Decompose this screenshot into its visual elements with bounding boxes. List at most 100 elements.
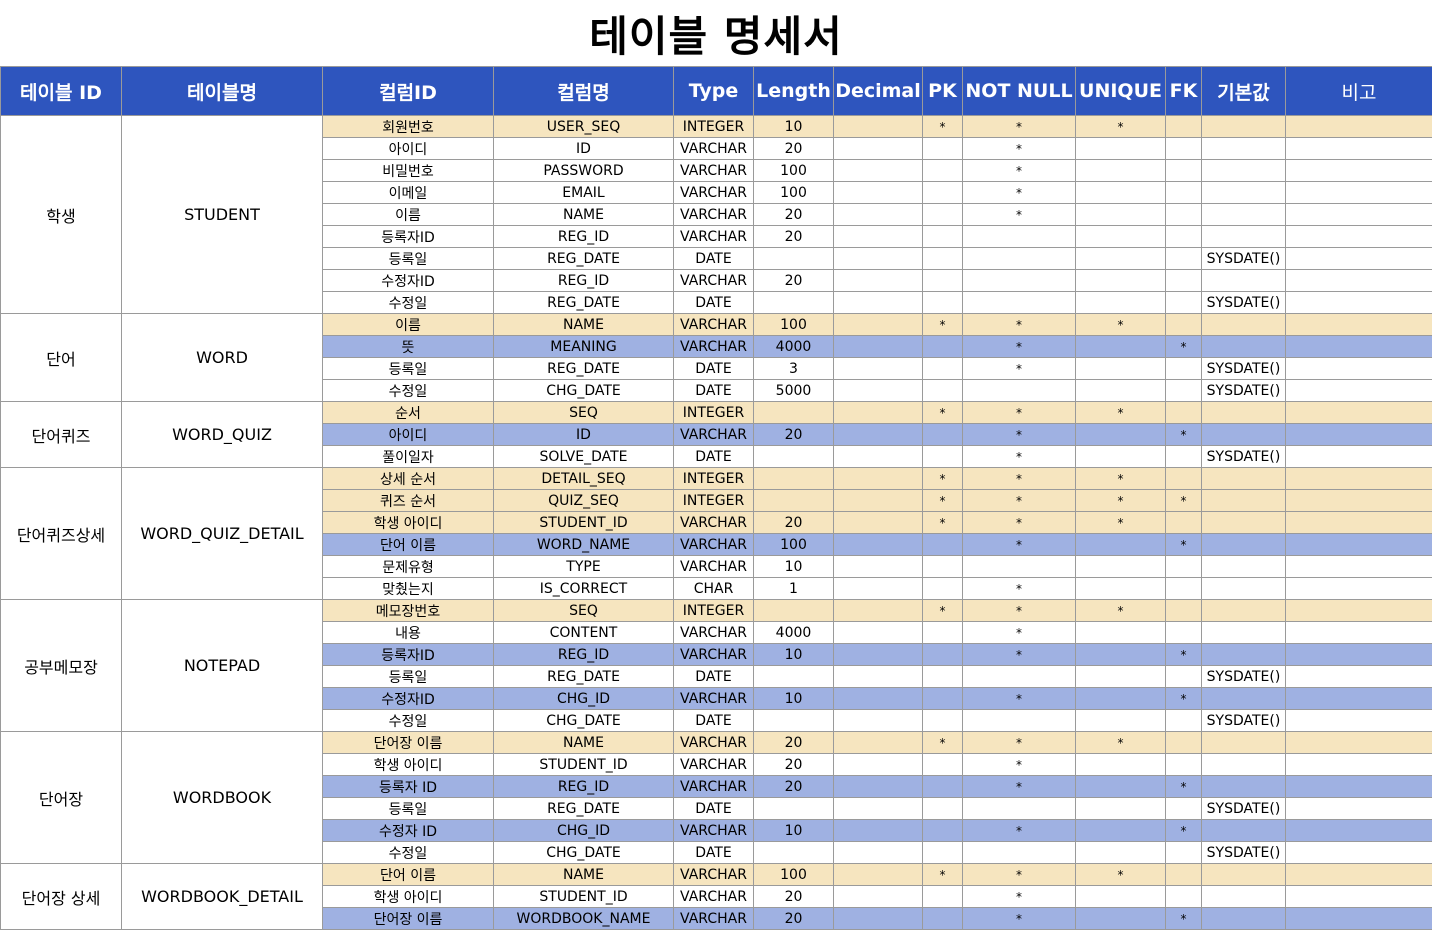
fk-cell: * bbox=[1166, 908, 1202, 930]
type-cell: INTEGER bbox=[674, 490, 754, 512]
unique-cell bbox=[1076, 644, 1166, 666]
decimal-cell bbox=[834, 314, 923, 336]
unique-cell: * bbox=[1076, 864, 1166, 886]
type-cell: VARCHAR bbox=[674, 512, 754, 534]
length-cell bbox=[754, 292, 834, 314]
decimal-cell bbox=[834, 842, 923, 864]
column-name-cell: USER_SEQ bbox=[494, 116, 674, 138]
default-cell bbox=[1202, 622, 1286, 644]
header-note: 비고 bbox=[1286, 67, 1432, 116]
column-name-cell: CHG_DATE bbox=[494, 710, 674, 732]
default-cell bbox=[1202, 512, 1286, 534]
pk-cell bbox=[923, 248, 963, 270]
type-cell: VARCHAR bbox=[674, 534, 754, 556]
default-cell: SYSDATE() bbox=[1202, 666, 1286, 688]
column-id-cell: 풀이일자 bbox=[323, 446, 494, 468]
decimal-cell bbox=[834, 864, 923, 886]
not-null-cell: * bbox=[963, 336, 1076, 358]
column-name-cell: IS_CORRECT bbox=[494, 578, 674, 600]
header-decimal: Decimal bbox=[834, 67, 923, 116]
note-cell bbox=[1286, 688, 1432, 710]
column-id-cell: 수정자 ID bbox=[323, 820, 494, 842]
unique-cell bbox=[1076, 820, 1166, 842]
fk-cell bbox=[1166, 842, 1202, 864]
unique-cell bbox=[1076, 248, 1166, 270]
type-cell: DATE bbox=[674, 710, 754, 732]
type-cell: DATE bbox=[674, 446, 754, 468]
default-cell: SYSDATE() bbox=[1202, 380, 1286, 402]
not-null-cell: * bbox=[963, 160, 1076, 182]
type-cell: VARCHAR bbox=[674, 182, 754, 204]
not-null-cell: * bbox=[963, 512, 1076, 534]
header-default: 기본값 bbox=[1202, 67, 1286, 116]
column-name-cell: STUDENT_ID bbox=[494, 886, 674, 908]
pk-cell: * bbox=[923, 732, 963, 754]
type-cell: DATE bbox=[674, 842, 754, 864]
table-id-cell: 공부메모장 bbox=[1, 600, 122, 732]
length-cell: 4000 bbox=[754, 622, 834, 644]
fk-cell bbox=[1166, 116, 1202, 138]
header-column-name: 컬럼명 bbox=[494, 67, 674, 116]
length-cell: 100 bbox=[754, 864, 834, 886]
table-name-cell: NOTEPAD bbox=[122, 600, 323, 732]
column-name-cell: NAME bbox=[494, 864, 674, 886]
default-cell bbox=[1202, 556, 1286, 578]
length-cell bbox=[754, 468, 834, 490]
length-cell: 100 bbox=[754, 314, 834, 336]
pk-cell bbox=[923, 204, 963, 226]
column-id-cell: 순서 bbox=[323, 402, 494, 424]
pk-cell bbox=[923, 226, 963, 248]
column-name-cell: EMAIL bbox=[494, 182, 674, 204]
column-id-cell: 등록자ID bbox=[323, 644, 494, 666]
length-cell: 20 bbox=[754, 512, 834, 534]
header-not-null: NOT NULL bbox=[963, 67, 1076, 116]
header-table-id: 테이블 ID bbox=[1, 67, 122, 116]
default-cell bbox=[1202, 226, 1286, 248]
unique-cell bbox=[1076, 204, 1166, 226]
column-id-cell: 등록일 bbox=[323, 798, 494, 820]
unique-cell bbox=[1076, 754, 1166, 776]
pk-cell bbox=[923, 798, 963, 820]
note-cell bbox=[1286, 292, 1432, 314]
decimal-cell bbox=[834, 908, 923, 930]
column-id-cell: 이메일 bbox=[323, 182, 494, 204]
table-id-cell: 단어장 bbox=[1, 732, 122, 864]
table-id-cell: 단어퀴즈 bbox=[1, 402, 122, 468]
note-cell bbox=[1286, 116, 1432, 138]
decimal-cell bbox=[834, 798, 923, 820]
note-cell bbox=[1286, 182, 1432, 204]
pk-cell bbox=[923, 754, 963, 776]
table-name-cell: WORDBOOK bbox=[122, 732, 323, 864]
pk-cell bbox=[923, 622, 963, 644]
fk-cell bbox=[1166, 798, 1202, 820]
pk-cell bbox=[923, 138, 963, 160]
unique-cell: * bbox=[1076, 732, 1166, 754]
fk-cell: * bbox=[1166, 688, 1202, 710]
column-id-cell: 수정일 bbox=[323, 292, 494, 314]
not-null-cell: * bbox=[963, 490, 1076, 512]
not-null-cell: * bbox=[963, 908, 1076, 930]
fk-cell bbox=[1166, 314, 1202, 336]
note-cell bbox=[1286, 424, 1432, 446]
note-cell bbox=[1286, 798, 1432, 820]
length-cell: 100 bbox=[754, 534, 834, 556]
length-cell: 4000 bbox=[754, 336, 834, 358]
column-id-cell: 문제유형 bbox=[323, 556, 494, 578]
length-cell: 20 bbox=[754, 754, 834, 776]
table-name-cell: STUDENT bbox=[122, 116, 323, 314]
type-cell: VARCHAR bbox=[674, 160, 754, 182]
not-null-cell: * bbox=[963, 644, 1076, 666]
default-cell bbox=[1202, 204, 1286, 226]
not-null-cell bbox=[963, 556, 1076, 578]
default-cell bbox=[1202, 270, 1286, 292]
decimal-cell bbox=[834, 402, 923, 424]
type-cell: VARCHAR bbox=[674, 314, 754, 336]
decimal-cell bbox=[834, 380, 923, 402]
unique-cell bbox=[1076, 842, 1166, 864]
fk-cell bbox=[1166, 138, 1202, 160]
table-name-cell: WORD_QUIZ_DETAIL bbox=[122, 468, 323, 600]
length-cell bbox=[754, 490, 834, 512]
note-cell bbox=[1286, 666, 1432, 688]
decimal-cell bbox=[834, 644, 923, 666]
